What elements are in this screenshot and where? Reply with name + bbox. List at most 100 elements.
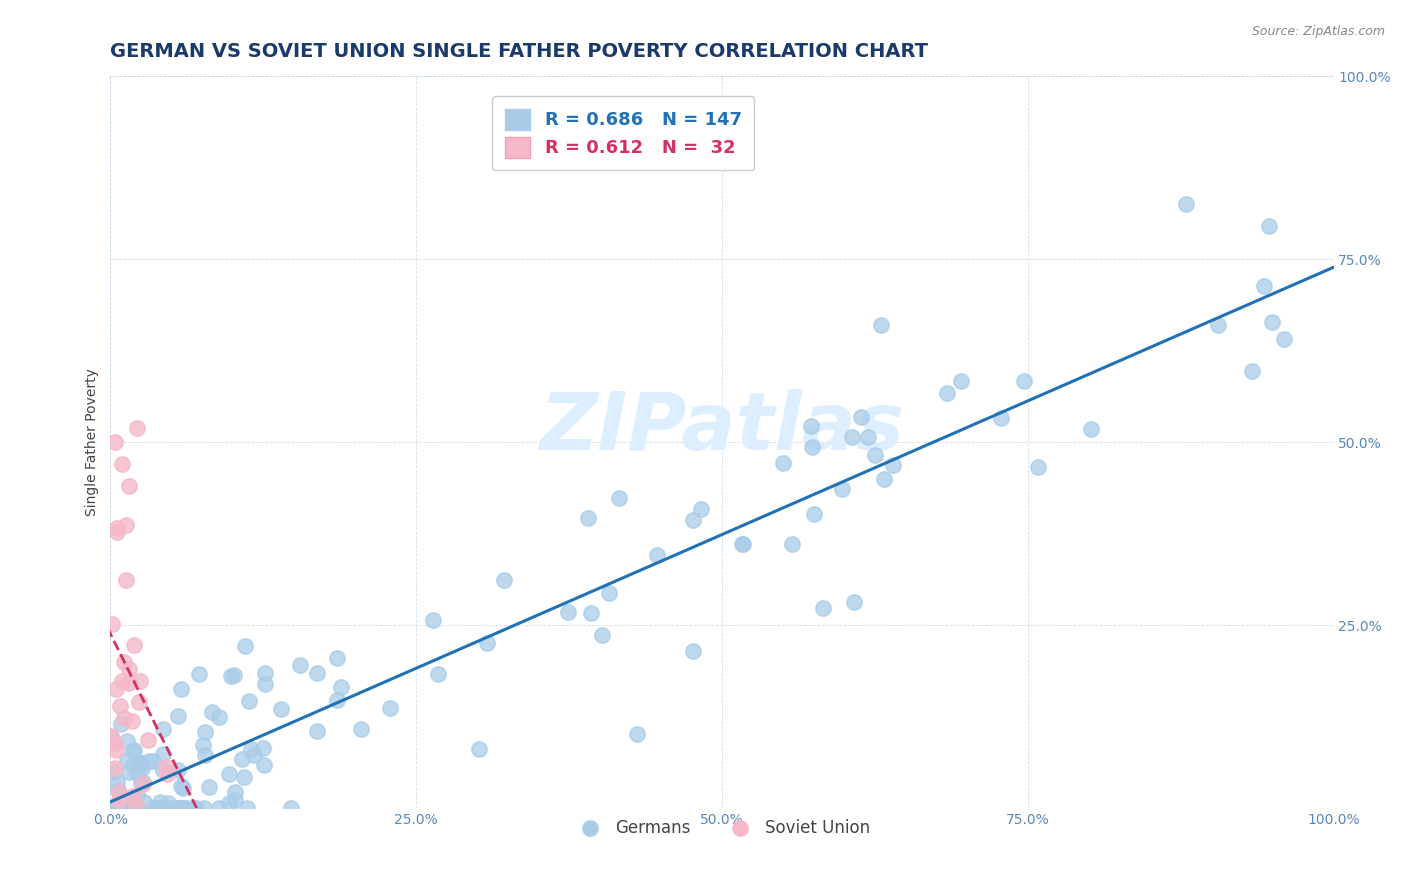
Point — [149, 801, 172, 815]
Point — [157, 796, 180, 810]
Point — [329, 681, 352, 695]
Point — [108, 785, 131, 799]
Point — [125, 766, 148, 780]
Point — [186, 801, 208, 815]
Point — [118, 662, 141, 676]
Point — [153, 801, 176, 815]
Point — [172, 801, 194, 815]
Point — [167, 709, 190, 723]
Point — [146, 801, 169, 815]
Point — [104, 743, 127, 757]
Point — [305, 723, 328, 738]
Point — [125, 420, 148, 434]
Point — [115, 574, 138, 588]
Point — [842, 595, 865, 609]
Point — [219, 669, 242, 683]
Point — [156, 767, 179, 781]
Point — [100, 731, 122, 746]
Point — [782, 537, 804, 551]
Point — [117, 734, 139, 748]
Point — [100, 801, 122, 815]
Point — [682, 644, 704, 658]
Point — [598, 586, 620, 600]
Point — [100, 730, 122, 744]
Point — [118, 765, 141, 780]
Point — [118, 801, 141, 815]
Point — [152, 723, 174, 737]
Point — [253, 666, 276, 681]
Point — [1261, 315, 1284, 329]
Point — [280, 801, 302, 815]
Point — [253, 677, 276, 691]
Point — [110, 717, 132, 731]
Point — [252, 740, 274, 755]
Point — [118, 797, 141, 812]
Point — [197, 780, 219, 795]
Point — [607, 491, 630, 505]
Point — [129, 756, 152, 770]
Point — [349, 722, 371, 736]
Point — [208, 801, 231, 815]
Point — [682, 513, 704, 527]
Point — [107, 801, 129, 815]
Point — [105, 775, 128, 789]
Point — [120, 801, 142, 815]
Point — [104, 761, 127, 775]
Point — [122, 758, 145, 772]
Point — [1080, 422, 1102, 436]
Point — [188, 666, 211, 681]
Point — [949, 374, 972, 388]
Point — [231, 752, 253, 766]
Point — [475, 636, 498, 650]
Point — [170, 779, 193, 793]
Point — [222, 668, 245, 682]
Point — [121, 801, 143, 815]
Point — [105, 801, 128, 815]
Point — [581, 606, 603, 620]
Point — [170, 801, 193, 815]
Point — [194, 725, 217, 739]
Point — [100, 801, 122, 815]
Point — [117, 801, 139, 815]
Point — [129, 776, 152, 790]
Point — [128, 695, 150, 709]
Point — [134, 795, 156, 809]
Text: GERMAN VS SOVIET UNION SINGLE FATHER POVERTY CORRELATION CHART: GERMAN VS SOVIET UNION SINGLE FATHER POV… — [111, 42, 928, 61]
Point — [689, 501, 711, 516]
Point — [288, 658, 311, 673]
Point — [851, 410, 873, 425]
Point — [224, 785, 246, 799]
Point — [124, 801, 146, 815]
Point — [201, 706, 224, 720]
Point — [105, 525, 128, 540]
Point — [153, 801, 176, 815]
Point — [831, 483, 853, 497]
Point — [236, 801, 259, 815]
Point — [122, 743, 145, 757]
Point — [645, 548, 668, 562]
Point — [136, 732, 159, 747]
Point — [108, 801, 131, 815]
Point — [803, 507, 825, 521]
Point — [105, 521, 128, 535]
Point — [873, 472, 896, 486]
Point — [122, 743, 145, 757]
Point — [591, 628, 613, 642]
Point — [468, 741, 491, 756]
Point — [870, 318, 893, 332]
Point — [107, 782, 129, 797]
Point — [167, 801, 190, 815]
Point — [173, 801, 195, 815]
Point — [218, 796, 240, 810]
Point — [191, 738, 214, 752]
Point — [121, 789, 143, 803]
Point — [326, 651, 349, 665]
Point — [183, 801, 205, 815]
Point — [811, 601, 834, 615]
Point — [326, 693, 349, 707]
Point — [731, 537, 754, 551]
Point — [578, 510, 600, 524]
Point — [172, 780, 194, 795]
Point — [103, 765, 125, 780]
Point — [1026, 460, 1049, 475]
